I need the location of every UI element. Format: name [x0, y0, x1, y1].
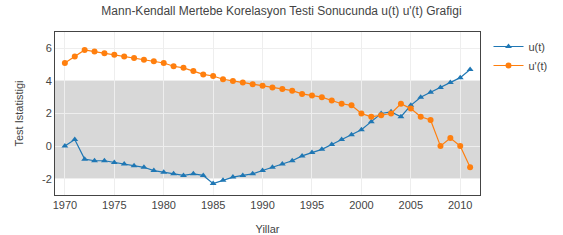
svg-text:Yillar: Yillar — [255, 223, 279, 235]
svg-text:2: 2 — [46, 107, 52, 119]
svg-text:2000: 2000 — [349, 199, 373, 211]
svg-text:4: 4 — [46, 75, 52, 87]
svg-text:2005: 2005 — [399, 199, 423, 211]
svg-text:2010: 2010 — [448, 199, 472, 211]
svg-text:1975: 1975 — [102, 199, 126, 211]
svg-text:1970: 1970 — [53, 199, 77, 211]
svg-text:1995: 1995 — [300, 199, 324, 211]
svg-text:6: 6 — [46, 42, 52, 54]
svg-text:0: 0 — [46, 140, 52, 152]
svg-text:Mann-Kendall Mertebe Korelasyo: Mann-Kendall Mertebe Korelasyon Testi So… — [101, 4, 461, 18]
svg-text:u(t): u(t) — [529, 41, 546, 53]
svg-text:1990: 1990 — [250, 199, 274, 211]
svg-text:1980: 1980 — [151, 199, 175, 211]
svg-text:Test Istatistigi: Test Istatistigi — [13, 80, 25, 146]
svg-text:1985: 1985 — [201, 199, 225, 211]
svg-text:u'(t): u'(t) — [529, 60, 548, 72]
svg-text:-2: -2 — [42, 173, 52, 185]
